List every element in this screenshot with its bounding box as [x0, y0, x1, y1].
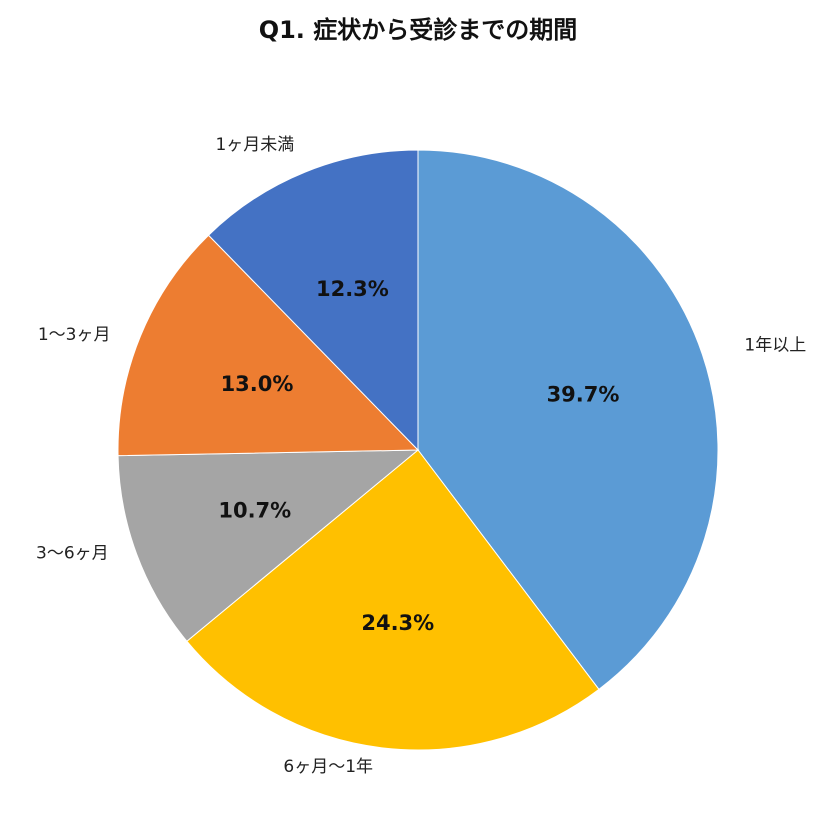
pie-slice-3	[117, 449, 420, 642]
pie-slice-4	[117, 234, 420, 457]
chart-title: Q1. 症状から受診までの期間	[259, 16, 578, 44]
pie-slice-2	[186, 449, 600, 751]
data-label-2: 24.3%	[361, 611, 434, 635]
pie-slice-5	[207, 149, 419, 452]
category-label-1: 1年以上	[744, 336, 806, 356]
data-label-5: 12.3%	[316, 277, 389, 301]
pie-slice-1	[417, 149, 719, 691]
category-label-5: 1ヶ月未満	[215, 135, 294, 155]
data-label-1: 39.7%	[547, 383, 620, 407]
data-label-4: 13.0%	[221, 372, 294, 396]
data-label-3: 10.7%	[218, 499, 291, 523]
category-label-4: 1〜3ヶ月	[38, 325, 111, 345]
pie-data-labels: 39.7% 24.3% 10.7% 13.0% 12.3%	[218, 277, 619, 635]
pie-slices	[117, 149, 719, 751]
category-label-3: 3〜6ヶ月	[36, 543, 109, 563]
pie-category-labels: 1年以上 6ヶ月〜1年 3〜6ヶ月 1〜3ヶ月 1ヶ月未満	[36, 135, 806, 777]
category-label-2: 6ヶ月〜1年	[283, 757, 373, 777]
